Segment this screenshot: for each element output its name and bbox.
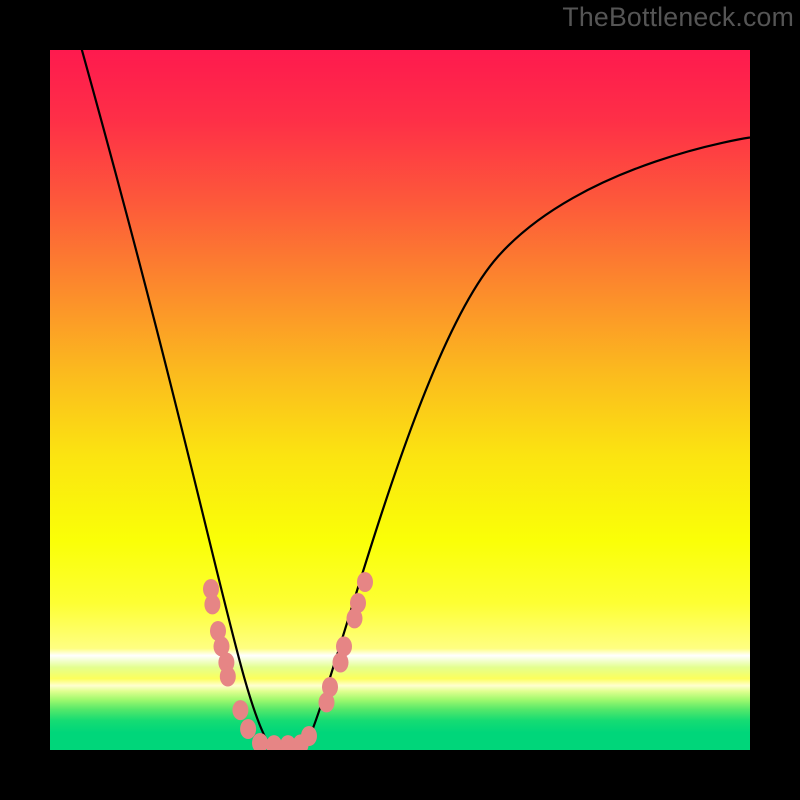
- chart-svg: [0, 0, 800, 800]
- gradient-background: [50, 50, 750, 750]
- data-point: [357, 572, 373, 592]
- data-point: [252, 733, 268, 753]
- data-point: [204, 594, 220, 614]
- data-point: [322, 677, 338, 697]
- watermark-text: TheBottleneck.com: [562, 2, 794, 33]
- data-point: [336, 636, 352, 656]
- data-point: [240, 719, 256, 739]
- data-point: [232, 700, 248, 720]
- chart-root: TheBottleneck.com: [0, 0, 800, 800]
- data-point: [220, 667, 236, 687]
- data-point: [301, 726, 317, 746]
- data-point: [350, 593, 366, 613]
